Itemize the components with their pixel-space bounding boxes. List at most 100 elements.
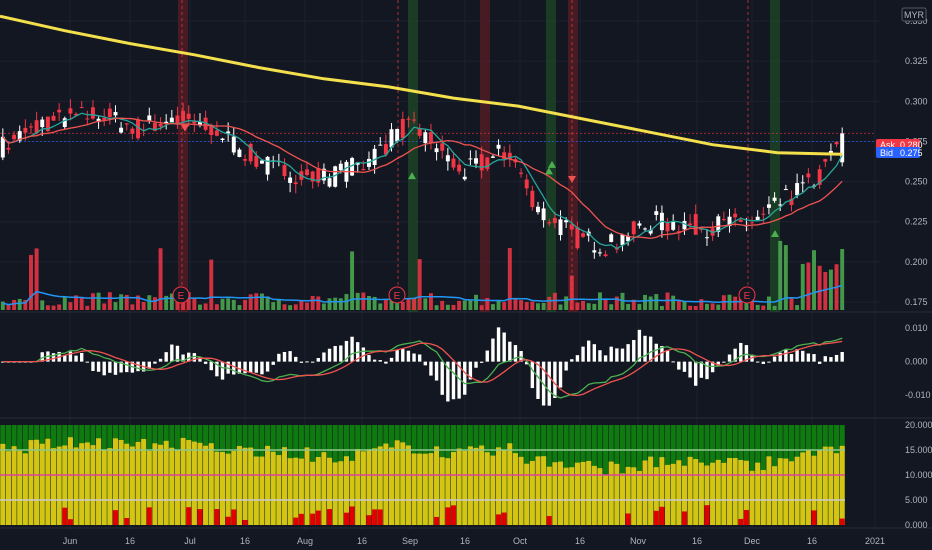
macd-histogram-bar xyxy=(496,327,501,362)
volume-bar xyxy=(17,298,22,310)
candle-body xyxy=(395,128,400,142)
macd-histogram-bar xyxy=(316,358,320,362)
volume-bar xyxy=(462,300,467,310)
candle-body xyxy=(259,160,264,164)
macd-histogram-bar xyxy=(536,361,540,399)
macd-histogram-bar xyxy=(575,355,580,362)
time-tick-label: 16 xyxy=(807,536,817,546)
macd-histogram-bar xyxy=(215,361,219,377)
macd-histogram-bar xyxy=(339,345,343,362)
candle-body xyxy=(479,154,484,171)
osc-bar-yellow xyxy=(96,438,102,525)
earnings-marker[interactable] xyxy=(172,286,190,304)
candle-body xyxy=(434,148,439,153)
volume-bar xyxy=(321,303,326,310)
macd-histogram-bar xyxy=(344,340,349,362)
volume-bar xyxy=(479,305,484,310)
currency-tag-box xyxy=(901,7,927,22)
osc-bar-yellow xyxy=(62,445,68,525)
osc-bar-yellow xyxy=(208,443,214,525)
volume-bar xyxy=(367,296,371,310)
ma-slow-line xyxy=(2,117,843,240)
macd-histogram-bar xyxy=(79,352,84,362)
osc-bar-yellow xyxy=(574,462,580,525)
volume-bar xyxy=(496,300,501,310)
osc-bar-yellow xyxy=(636,470,642,525)
candle-body xyxy=(648,229,653,234)
candle-body xyxy=(603,254,608,257)
osc-bar-yellow xyxy=(512,453,518,525)
candle-body xyxy=(57,109,62,113)
osc-bar-yellow xyxy=(445,458,451,525)
candle-body xyxy=(147,115,152,122)
volume-bar xyxy=(90,293,95,310)
candle-body xyxy=(361,169,366,171)
macd-histogram-bar xyxy=(553,361,557,398)
volume-bar xyxy=(23,299,28,310)
volume-bar xyxy=(395,297,400,310)
volume-bar xyxy=(68,302,73,310)
osc-bar-red xyxy=(214,509,220,525)
signal-band xyxy=(408,0,418,312)
candle-body xyxy=(226,131,231,134)
osc-bar-yellow xyxy=(180,437,186,525)
osc-bar-red xyxy=(327,509,333,525)
osc-bar-yellow xyxy=(34,439,40,525)
earnings-marker[interactable] xyxy=(388,286,406,304)
osc-bar-yellow xyxy=(794,456,800,525)
candle-body xyxy=(136,119,140,139)
volume-bar xyxy=(192,298,197,310)
volume-bar xyxy=(198,304,202,310)
volume-bar xyxy=(51,305,56,310)
osc-bar-yellow xyxy=(169,447,175,525)
osc-bar-red xyxy=(242,519,248,525)
volume-bar xyxy=(107,292,112,310)
candle-body xyxy=(90,107,95,119)
candle-body xyxy=(496,144,501,149)
time-tick-label: Dec xyxy=(744,536,761,546)
osc-bar-yellow xyxy=(349,460,355,525)
volume-bar xyxy=(383,299,388,310)
earnings-marker-label: E xyxy=(744,291,751,302)
macd-histogram-bar xyxy=(463,361,467,395)
volume-bar xyxy=(614,296,619,310)
osc-bar-yellow xyxy=(90,445,96,525)
osc-bar-yellow xyxy=(107,448,113,525)
osc-bar-yellow xyxy=(304,447,310,525)
earnings-marker[interactable] xyxy=(738,286,756,304)
volume-bar xyxy=(220,298,225,310)
macd-histogram-bar xyxy=(603,355,608,362)
candle-body xyxy=(834,142,839,145)
macd-histogram-bar xyxy=(834,354,839,362)
osc-bar-yellow xyxy=(828,446,834,525)
price-tick-label: 0.250 xyxy=(905,177,928,187)
volume-bar xyxy=(338,298,343,310)
buy-arrow xyxy=(545,167,553,175)
osc-bar-yellow xyxy=(546,466,552,525)
volume-bar xyxy=(451,304,456,310)
earnings-marker-label: E xyxy=(394,291,401,302)
macd-histogram-bar xyxy=(136,361,140,372)
signal-band xyxy=(178,0,188,312)
macd-histogram-bar xyxy=(389,357,394,362)
osc-bar-yellow xyxy=(704,465,710,525)
macd-histogram-bar xyxy=(451,361,456,400)
osc-bar-yellow xyxy=(783,458,789,525)
candle-body xyxy=(85,118,90,120)
osc-bar-yellow xyxy=(141,438,147,525)
volume-bar xyxy=(648,296,653,310)
volume-bar xyxy=(248,294,253,310)
macd-histogram-bar xyxy=(367,355,371,362)
osc-bar-yellow xyxy=(529,460,535,525)
macd-histogram-bar xyxy=(795,349,799,362)
osc-bar-yellow xyxy=(39,443,45,525)
macd-histogram-bar xyxy=(682,361,687,372)
volume-bar xyxy=(468,300,473,310)
osc-bar-yellow xyxy=(287,458,293,525)
osc-bar-yellow xyxy=(158,444,164,525)
macd-histogram-bar xyxy=(547,361,551,406)
currency-tag: MYR xyxy=(904,10,925,20)
osc-bar-yellow xyxy=(777,458,783,525)
